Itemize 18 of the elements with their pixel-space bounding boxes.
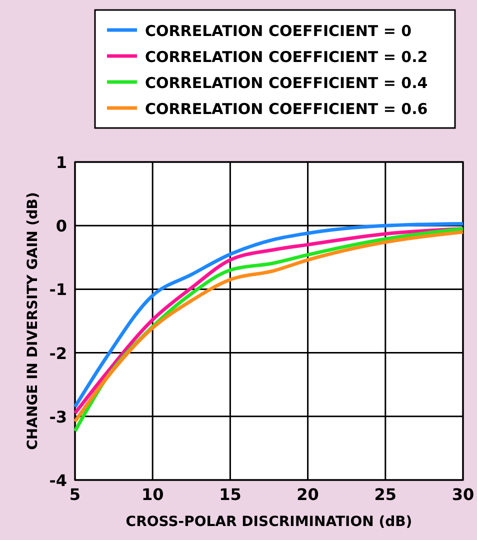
legend-label: CORRELATION COEFFICIENT = 0.4 [145, 74, 428, 92]
x-tick-label: 25 [374, 485, 397, 504]
legend-label: CORRELATION COEFFICIENT = 0.6 [145, 100, 428, 118]
x-tick-label: 10 [141, 485, 164, 504]
x-axis-title: CROSS-POLAR DISCRIMINATION (dB) [126, 514, 412, 530]
legend-label: CORRELATION COEFFICIENT = 0.2 [145, 48, 428, 66]
x-tick-label: 20 [296, 485, 319, 504]
y-tick-label: -2 [49, 344, 67, 363]
y-axis-title: CHANGE IN DIVERSITY GAIN (dB) [25, 192, 41, 450]
x-tick-label: 30 [452, 485, 474, 504]
x-tick-label: 15 [219, 485, 242, 504]
x-tick-label: 5 [69, 485, 81, 504]
y-tick-label: 0 [56, 216, 67, 236]
y-tick-label: 1 [56, 153, 67, 172]
y-tick-label: -1 [49, 280, 67, 300]
legend-label: CORRELATION COEFFICIENT = 0 [145, 22, 412, 40]
y-tick-label: -3 [49, 407, 67, 426]
y-tick-label: -4 [49, 471, 67, 490]
